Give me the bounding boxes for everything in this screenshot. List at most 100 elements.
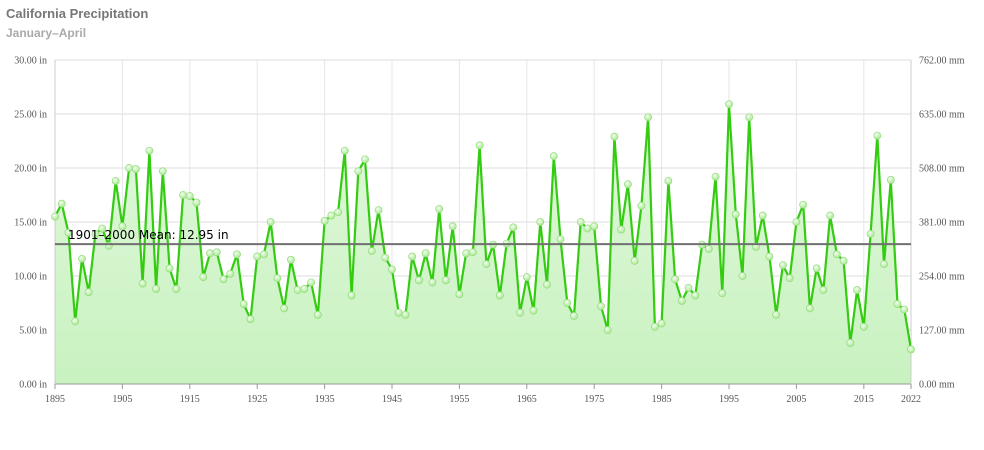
data-point (563, 299, 572, 307)
data-point (624, 180, 632, 189)
data-point (51, 212, 59, 221)
data-point (442, 276, 450, 285)
data-point (664, 177, 673, 185)
data-point (671, 275, 679, 284)
y-tick-label-right: 635.00 mm (919, 110, 965, 121)
y-tick-label-right: 381.00 mm (919, 218, 965, 229)
y-tick-label-right: 0.00 mm (919, 380, 955, 391)
data-point (111, 177, 120, 185)
y-tick-label-right: 127.00 mm (919, 326, 965, 337)
data-point (280, 304, 289, 313)
data-point (293, 286, 302, 294)
chart-title: California Precipitation (6, 6, 149, 21)
data-point (158, 167, 167, 176)
data-point (415, 276, 423, 285)
y-tick-label-right: 762.00 mm (919, 56, 965, 67)
data-point (401, 310, 410, 319)
data-point (455, 290, 464, 299)
data-point (131, 165, 140, 173)
data-point (347, 291, 356, 300)
x-tick-label: 1925 (247, 394, 267, 405)
data-point (597, 302, 605, 311)
data-point (388, 265, 396, 274)
data-point (354, 167, 363, 176)
data-point (718, 289, 727, 298)
data-point (677, 296, 686, 305)
y-tick-label-left: 20.00 in (14, 164, 47, 175)
data-point (287, 255, 295, 264)
y-tick-label-right: 254.00 mm (919, 272, 965, 283)
tick-labels: 0.00 in 0.00 mm 5.00 in 127.00 mm 10.00 in 25… (14, 56, 965, 406)
data-point (145, 146, 154, 155)
data-point (812, 264, 821, 273)
data-point (792, 218, 801, 226)
x-tick-label: 1975 (584, 394, 604, 405)
chart-subtitle: January–April (6, 26, 87, 40)
data-point (118, 222, 127, 231)
data-point (556, 235, 565, 244)
data-point (260, 250, 268, 259)
data-point (374, 206, 383, 215)
data-point (327, 211, 336, 220)
data-point (832, 250, 841, 259)
data-point (893, 300, 902, 308)
data-point (590, 222, 599, 231)
data-point (340, 146, 349, 155)
data-point (772, 310, 781, 319)
data-point (765, 252, 774, 261)
x-tick-label: 2015 (854, 394, 874, 405)
mean-label: 1901–2000 Mean: 12.95 in (68, 228, 229, 242)
data-point (57, 199, 66, 208)
data-point (71, 317, 80, 326)
data-point (273, 274, 282, 283)
data-point (657, 319, 666, 328)
data-point (84, 288, 93, 297)
data-point (239, 300, 248, 308)
data-point (320, 217, 329, 225)
data-point (206, 249, 214, 258)
data-point (826, 211, 835, 220)
data-point (522, 273, 531, 281)
data-point (219, 275, 228, 284)
y-tick-label-left: 0.00 in (19, 380, 47, 391)
data-point (725, 100, 733, 109)
axes (54, 60, 912, 389)
data-point (313, 310, 322, 319)
data-point (711, 172, 720, 181)
data-point (859, 322, 868, 331)
data-point (361, 155, 369, 164)
data-point (475, 141, 484, 150)
data-point (428, 278, 437, 287)
data-point (785, 274, 794, 283)
data-point (448, 222, 457, 231)
data-point (185, 192, 194, 200)
data-point (179, 191, 187, 199)
data-point (468, 248, 477, 257)
data-point (576, 218, 585, 226)
data-point (246, 315, 255, 324)
x-tick-label: 1985 (652, 394, 672, 405)
data-point (536, 218, 545, 226)
data-point (233, 250, 241, 259)
data-point (212, 248, 221, 257)
data-point (799, 200, 808, 209)
data-point (307, 278, 316, 287)
data-point (199, 273, 208, 281)
data-point (758, 211, 767, 220)
data-point (462, 249, 471, 258)
x-tick-label: 2022 (901, 394, 921, 405)
x-tick-label: 1995 (719, 394, 739, 405)
data-point (495, 291, 504, 300)
data-point (91, 229, 100, 238)
data-point (226, 269, 235, 278)
data-point (731, 210, 740, 219)
data-point (266, 218, 275, 226)
data-point (138, 279, 147, 288)
y-tick-label-left: 25.00 in (14, 110, 47, 121)
data-point (516, 308, 524, 317)
data-point (745, 113, 754, 122)
data-point (509, 223, 518, 232)
data-point (704, 245, 713, 253)
data-point (617, 225, 626, 234)
